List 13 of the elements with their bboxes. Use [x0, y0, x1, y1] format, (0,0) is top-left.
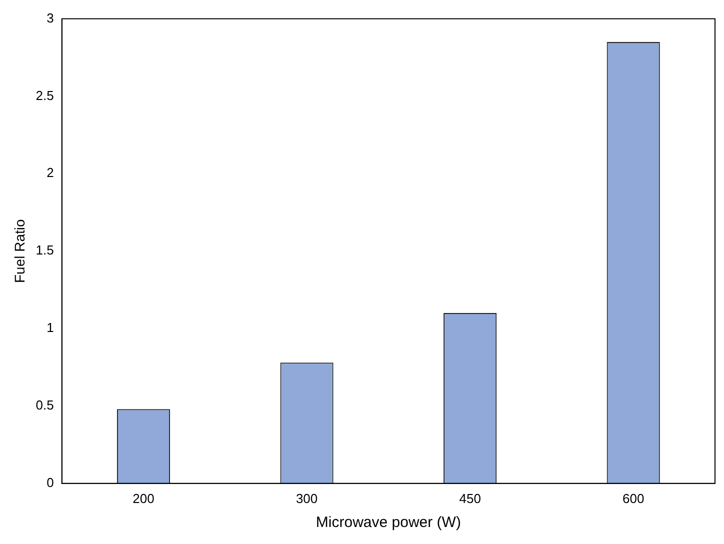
y-tick-label: 0.5: [36, 398, 54, 413]
x-tick-label: 200: [132, 490, 154, 506]
x-tick-label: 450: [459, 490, 481, 506]
x-tick-label: 600: [622, 490, 644, 506]
y-tick-label: 3: [46, 10, 54, 26]
y-axis-title: Fuel Ratio: [11, 218, 28, 284]
x-tick-label: 300: [296, 490, 318, 506]
y-tick-label: 0: [46, 474, 54, 490]
y-tick-label: 1: [46, 320, 54, 336]
y-tick-label: 2.5: [36, 88, 54, 103]
y-tick-label: 1.5: [36, 242, 54, 258]
y-tick-label: 2: [46, 165, 54, 180]
x-axis-title: Microwave power (W): [316, 514, 461, 532]
